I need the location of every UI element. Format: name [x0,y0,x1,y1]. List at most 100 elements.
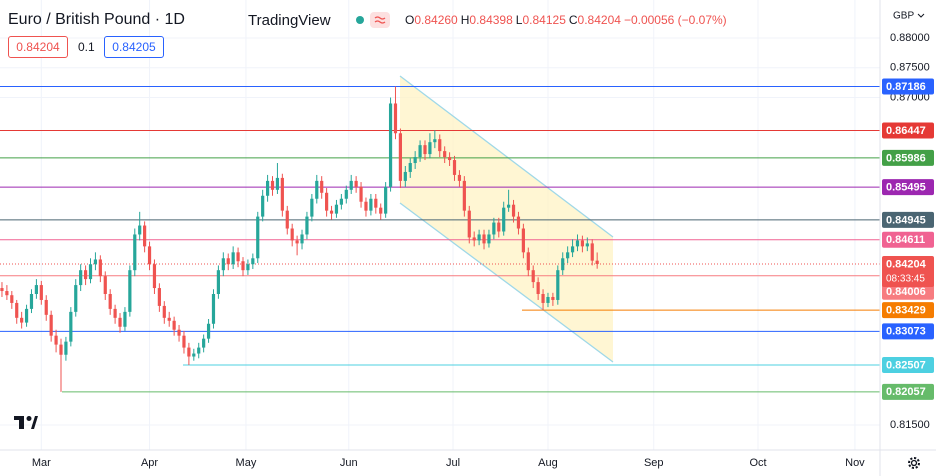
candle-body [211,294,216,324]
candle-body [561,258,565,271]
level-label-box [882,179,934,196]
candle-body [226,258,230,265]
candle-body [374,198,378,208]
candle-body [551,296,555,300]
candle-body [369,198,373,211]
candle-body [192,353,196,357]
candle-body [300,234,304,244]
candle-body [388,103,393,187]
buy-price[interactable]: 0.84205 [104,36,164,58]
brand: TradingView [248,11,331,29]
x-tick-label: Nov [845,457,865,469]
candle-body [251,258,255,265]
grid [0,0,880,450]
candle-body [359,186,363,202]
candle-body [83,270,88,280]
x-tick-label: Apr [141,457,158,469]
candle-body [29,294,34,309]
x-tick-label: Oct [749,457,766,469]
candle-body [384,186,388,214]
level-label-box [882,78,934,95]
candle-body [462,180,466,211]
candle-body [79,270,83,286]
candle-body [585,243,589,247]
candle-body [216,270,221,295]
candle-body [34,285,39,295]
level-label: 0.85495 [886,182,926,194]
candle-body [39,285,43,300]
candle-body [275,177,280,190]
candle-body [0,288,4,292]
candle-body [497,222,501,232]
sell-price[interactable]: 0.84204 [8,36,68,58]
candle-body [172,320,176,330]
candle-body [246,264,250,271]
candle-body [221,258,225,271]
ohlc-value: 0.84398 [469,13,513,27]
candle-body [526,252,530,271]
y-tick-label: 0.87500 [890,62,930,74]
candle-body [241,261,245,271]
settings-gear[interactable] [908,457,920,469]
candle-body [138,225,142,235]
x-tick-label: Jul [446,457,460,469]
level-label-box [882,211,934,228]
candle-body [580,240,585,247]
market-status[interactable] [350,10,398,30]
level-label-box [882,323,934,340]
candle-body [403,171,407,181]
level-label-box [882,149,934,166]
candle-body [256,216,260,259]
candle-body [167,317,171,321]
countdown: 08:33:45 [886,274,925,285]
candle-body [128,270,132,312]
change: −0.00056 (−0.07%) [623,13,727,27]
candle-body [295,240,299,244]
x-tick-label: Mar [32,457,51,469]
level-label-box [882,122,934,139]
currency[interactable]: GBP [893,11,914,22]
candle-body [74,285,78,312]
candle-body [570,246,575,253]
candle-body [531,270,535,283]
level-label: 0.84006 [886,286,926,298]
level-label: 0.85986 [886,152,926,164]
candle-body [93,259,98,265]
tv-logo[interactable] [14,416,38,429]
candle-body [15,302,19,318]
candle-body [143,225,147,247]
candle-body [334,204,339,214]
candle-body [236,252,240,262]
symbol[interactable]: Euro / British Pound · 1D [8,11,185,28]
x-tick-label: Sep [644,457,664,469]
candle-body [177,329,181,336]
candle-body [452,160,457,175]
x-tick-label: May [236,457,257,469]
candle-body [10,295,14,303]
candle-body [285,210,289,229]
candle-body [364,201,368,211]
candle-body [113,308,117,318]
level-label: 0.86447 [886,125,926,137]
ohlc-value: 0.84125 [522,13,566,27]
level-label-box [882,231,934,248]
candle-body [467,210,471,238]
ohlc-key: C [568,13,578,27]
candle-body [325,192,329,211]
currency-caret[interactable] [917,13,925,18]
candle-body [24,308,29,323]
candle-body [187,347,191,357]
level-label: 0.83073 [886,326,926,338]
candle-body [157,288,161,306]
candle-body [123,311,127,327]
candle-body [64,341,68,355]
candle-body [261,195,265,217]
candle-body [315,180,319,199]
candle-body [447,157,452,161]
ohlc-value: 0.84204 [577,13,621,27]
candle-body [344,189,348,199]
candle-body [162,305,166,318]
